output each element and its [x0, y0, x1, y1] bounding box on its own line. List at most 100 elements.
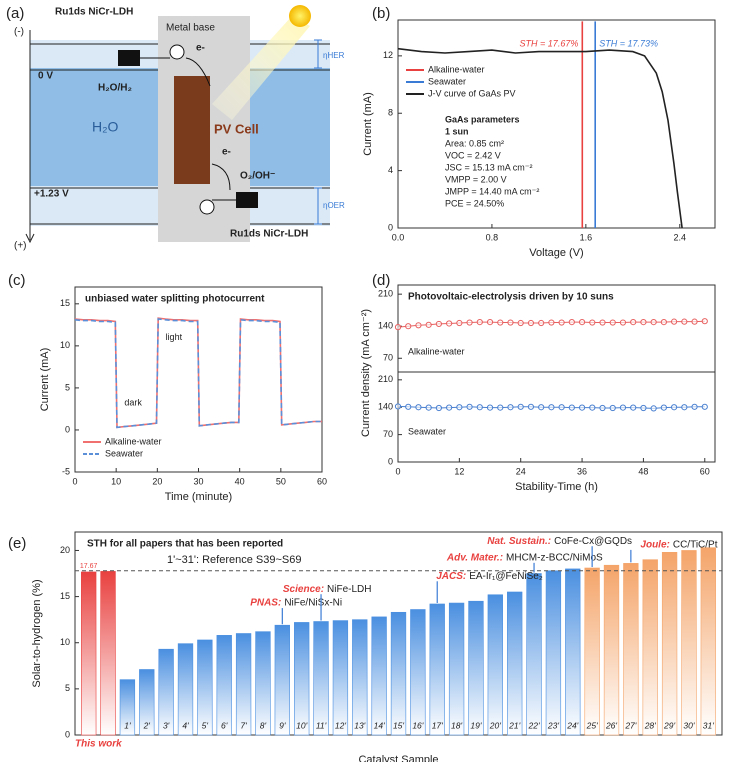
annotation-journal: JACS: [436, 571, 466, 582]
x-tick-label: 0.0 [392, 232, 405, 242]
data-point [497, 319, 504, 326]
parameter-text: Area: 0.85 cm² [445, 138, 504, 148]
y-tick-label: 8 [388, 108, 393, 118]
y-tick-label: 20 [60, 545, 70, 555]
electron-label: e- [196, 43, 205, 54]
data-point [619, 404, 627, 411]
data-point [691, 318, 698, 325]
x-tick-label: 24 [516, 466, 526, 476]
bar [487, 594, 503, 736]
bar [197, 639, 213, 736]
x-tick-label: 2.4 [674, 232, 687, 242]
data-point [650, 405, 657, 412]
x-tick-label: 20' [489, 720, 501, 730]
data-point [476, 318, 483, 326]
x-tick-label: 29' [663, 720, 675, 730]
plot-frame [397, 19, 716, 229]
bar [661, 551, 678, 736]
eta-bracket [314, 187, 322, 225]
bar [139, 669, 155, 736]
x-axis-label: Voltage (V) [529, 247, 583, 259]
annotation: STH = 17.73% [599, 38, 658, 48]
data-point [548, 404, 555, 411]
annotation-journal: Nat. Sustain.: [487, 536, 551, 547]
x-tick-label: 4' [182, 720, 189, 730]
data-point [394, 403, 402, 410]
x-tick-label: 0.8 [486, 232, 499, 242]
y-axis-label: Current (mA) [362, 92, 374, 156]
x-tick-label: 0 [72, 476, 77, 486]
x-tick-label: 24' [566, 720, 578, 730]
parameter-text: PCE = 24.50% [445, 198, 504, 208]
data-point [599, 319, 606, 326]
y-tick-label: 210 [378, 289, 393, 299]
bar [332, 620, 349, 736]
x-tick-label: 9' [279, 720, 286, 730]
data-point [568, 404, 575, 411]
legend-label: Seawater [428, 76, 466, 86]
data-point [609, 319, 616, 326]
y-tick-label: 210 [378, 374, 393, 384]
data-point [394, 324, 402, 331]
annotation-journal: Adv. Mater.: [446, 552, 503, 563]
annotation: light [166, 332, 183, 342]
x-tick-label: 60 [317, 476, 327, 486]
series-label: Seawater [408, 426, 446, 436]
bar [352, 619, 368, 736]
bar [119, 679, 136, 736]
data-point [538, 404, 545, 411]
x-tick-label: 40 [235, 476, 245, 486]
x-tick-label: 28' [644, 720, 656, 730]
panel-label: (e) [8, 535, 26, 552]
bar [545, 570, 562, 736]
data-point [660, 318, 667, 326]
data-point [486, 318, 494, 326]
annotation-journal: Joule: [640, 540, 669, 551]
data-point [578, 404, 586, 411]
data-point [640, 318, 647, 326]
annotation-text: MHCM-z-BCC/NiMoS [506, 552, 603, 563]
bar [274, 624, 290, 736]
chart-subtitle: 1'~31': Reference S39~S69 [167, 554, 301, 566]
bar [468, 600, 484, 736]
y-tick-label: 0 [388, 456, 393, 466]
data-point [527, 403, 535, 410]
x-tick-label: 7' [240, 720, 247, 730]
annotation-journal: Science: [283, 584, 324, 595]
pole-label: (-) [14, 27, 24, 38]
legend-label: J-V curve of GaAs PV [428, 88, 516, 98]
y-tick-label: 140 [378, 402, 393, 412]
light-beam [212, 16, 310, 120]
y-axis-label: Solar-to-hydrogen (%) [31, 579, 43, 687]
data-point [466, 403, 473, 410]
parameter-text: GaAs parameters [445, 114, 520, 124]
annotation: dark [124, 397, 142, 407]
data-point [599, 404, 606, 412]
parameter-text: 1 sun [445, 126, 469, 136]
data-point [640, 404, 647, 412]
anode [236, 192, 258, 208]
data-point [578, 318, 586, 326]
bar [623, 563, 639, 736]
plus-terminal [199, 199, 215, 215]
y-tick-label: 10 [60, 637, 70, 647]
x-tick-label: 27' [624, 720, 636, 730]
electron-arrow [211, 163, 231, 191]
potential-label: 0 V [38, 71, 53, 82]
y-tick-label: 0 [65, 424, 70, 434]
bar [700, 547, 716, 736]
bar [448, 602, 465, 736]
data-point [446, 320, 453, 327]
redox-couple: O₂/OH⁻ [240, 171, 275, 182]
data-point [660, 404, 667, 411]
chart-title: unbiased water splitting photocurrent [85, 294, 265, 305]
bar [255, 631, 271, 736]
data-point [670, 404, 678, 411]
data-point [425, 404, 432, 411]
data-point [558, 319, 565, 326]
data-point [650, 318, 657, 326]
parameter-text: JSC = 15.13 mA cm⁻² [445, 162, 533, 172]
data-point [538, 319, 545, 327]
panel-label: (b) [372, 5, 390, 22]
